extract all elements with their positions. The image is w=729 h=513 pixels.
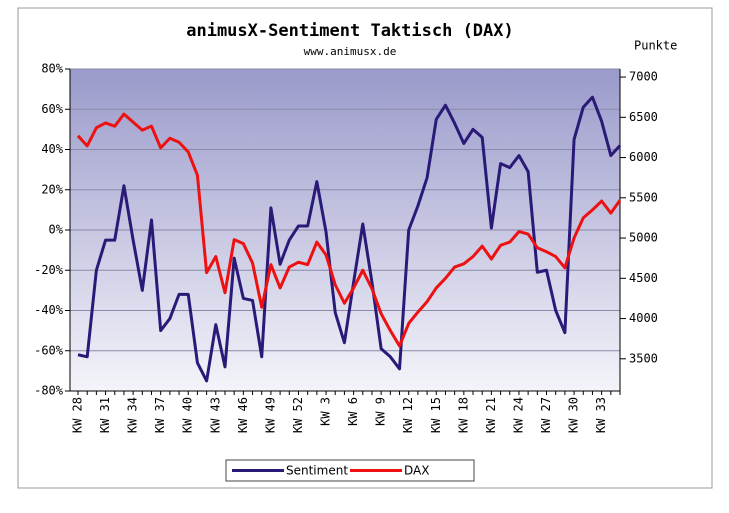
y-tick-label: 40% [41, 142, 63, 156]
x-tick-label: KW 33 [594, 397, 608, 433]
y2-tick-label: 7000 [629, 70, 658, 84]
x-tick-label: KW 6 [346, 397, 360, 426]
series-line [76, 112, 622, 348]
x-tick-label: KW 31 [98, 397, 112, 433]
y-tick-label: -40% [34, 303, 64, 317]
x-tick-label: KW 9 [374, 397, 388, 426]
y2-tick-label: 4000 [629, 311, 658, 325]
x-tick-label: KW 21 [484, 397, 498, 433]
y-tick-label: 60% [41, 102, 63, 116]
x-tick-label: KW 28 [71, 397, 85, 433]
y2-tick-label: 5500 [629, 190, 658, 204]
y-tick-label: 0% [49, 223, 64, 237]
chart-subtitle: www.animusx.de [304, 45, 397, 58]
y-tick-label: -80% [34, 384, 64, 398]
x-tick-label: KW 43 [208, 397, 222, 433]
y-tick-label: 80% [41, 62, 63, 76]
y2-tick-label: 5000 [629, 231, 658, 245]
x-tick-label: KW 46 [236, 397, 250, 433]
x-tick-label: KW 49 [263, 397, 277, 433]
y2-tick-label: 6500 [629, 110, 658, 124]
y2-tick-label: 3500 [629, 351, 658, 365]
x-tick-label: KW 15 [429, 397, 443, 433]
y-tick-label: -60% [34, 343, 64, 357]
x-tick-label: KW 24 [511, 397, 525, 433]
x-tick-label: KW 40 [181, 397, 195, 433]
x-tick-label: KW 18 [456, 397, 470, 433]
x-tick-label: KW 52 [291, 397, 305, 433]
legend-label: DAX [404, 464, 429, 478]
y-tick-label: -20% [34, 263, 64, 277]
chart-title: animusX-Sentiment Taktisch (DAX) [186, 21, 514, 41]
y2-tick-label: 4500 [629, 271, 658, 285]
y2-tick-label: 6000 [629, 150, 658, 164]
x-tick-label: KW 30 [567, 397, 581, 433]
x-tick-label: KW 3 [319, 397, 333, 426]
x-tick-label: KW 34 [126, 397, 140, 433]
y2-axis-label: Punkte [634, 39, 677, 53]
series-line [77, 95, 622, 383]
y-tick-label: 20% [41, 182, 63, 196]
x-tick-label: KW 27 [539, 397, 553, 433]
x-tick-label: KW 37 [153, 397, 167, 433]
legend-label: Sentiment [286, 464, 348, 478]
x-tick-label: KW 12 [401, 397, 415, 433]
